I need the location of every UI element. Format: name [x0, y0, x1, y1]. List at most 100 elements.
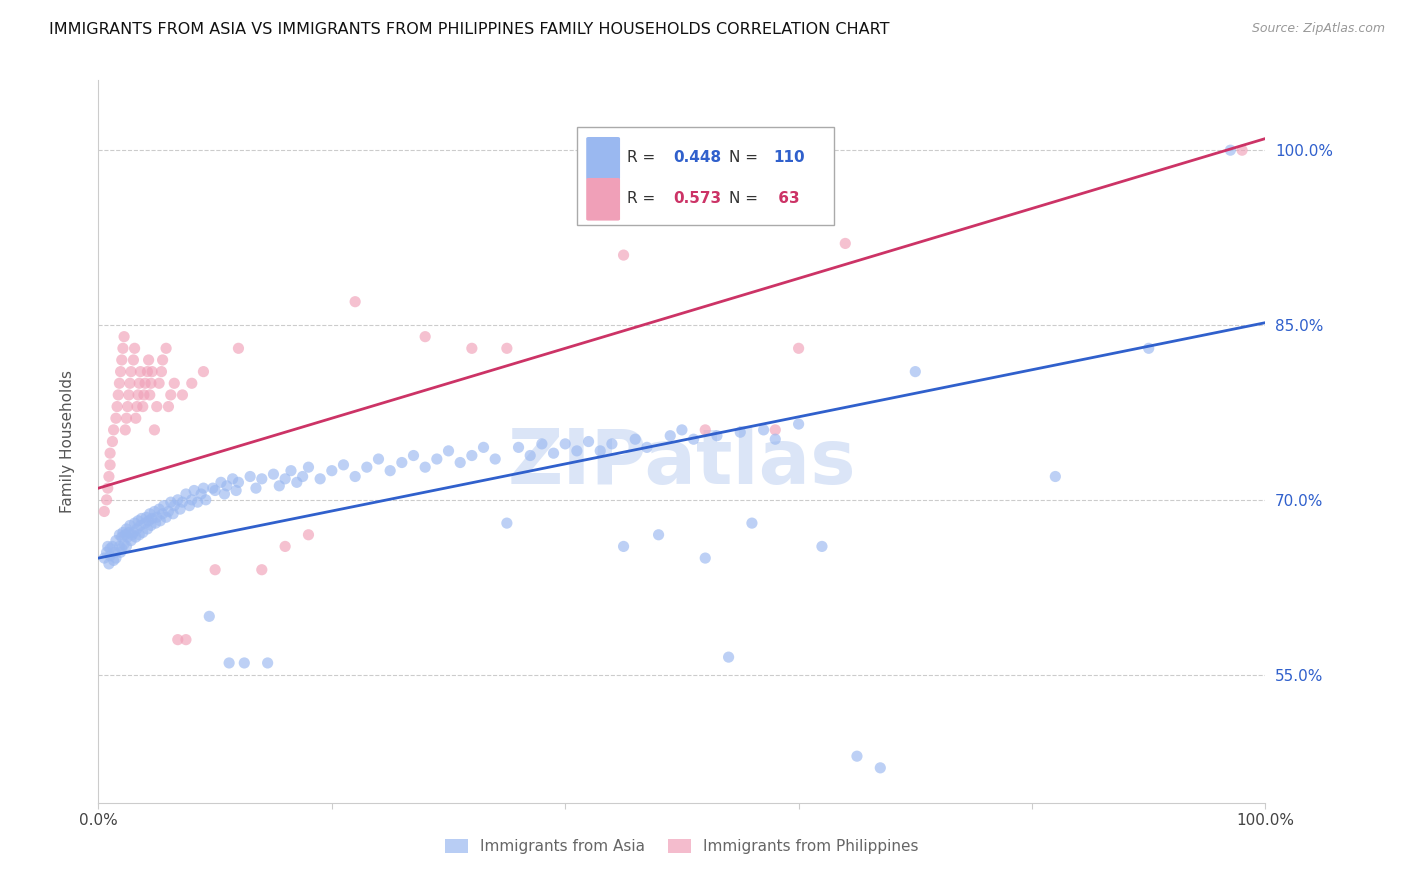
- Point: [187, 495, 209, 509]
- Point: [250, 563, 273, 577]
- Point: [125, 530, 148, 544]
- Point: [97, 481, 120, 495]
- Point: [682, 432, 704, 446]
- Point: [121, 528, 143, 542]
- Point: [101, 434, 124, 449]
- Point: [155, 341, 177, 355]
- Point: [201, 481, 224, 495]
- Point: [183, 483, 205, 498]
- Point: [179, 499, 201, 513]
- Point: [413, 460, 436, 475]
- Point: [96, 492, 118, 507]
- Point: [105, 400, 128, 414]
- Point: [869, 761, 891, 775]
- Point: [695, 423, 717, 437]
- Point: [152, 507, 174, 521]
- Point: [193, 481, 215, 495]
- Point: [496, 516, 519, 530]
- Point: [152, 499, 174, 513]
- Point: [117, 530, 139, 544]
- Point: [125, 400, 148, 414]
- Point: [613, 540, 636, 554]
- Point: [297, 528, 319, 542]
- Point: [172, 495, 194, 509]
- Point: [811, 540, 834, 554]
- Point: [274, 472, 297, 486]
- Point: [125, 411, 148, 425]
- Point: [659, 428, 682, 442]
- Point: [146, 510, 169, 524]
- Point: [120, 365, 142, 379]
- Point: [426, 452, 449, 467]
- Point: [117, 400, 139, 414]
- Point: [194, 492, 217, 507]
- Text: Source: ZipAtlas.com: Source: ZipAtlas.com: [1251, 22, 1385, 36]
- Point: [159, 495, 181, 509]
- Point: [198, 609, 221, 624]
- Point: [449, 456, 471, 470]
- Point: [309, 472, 332, 486]
- Point: [114, 528, 136, 542]
- Point: [139, 376, 162, 391]
- Point: [111, 353, 134, 368]
- Point: [763, 432, 786, 446]
- Point: [104, 411, 127, 425]
- Point: [139, 518, 162, 533]
- Point: [380, 464, 402, 478]
- Text: 110: 110: [773, 150, 804, 165]
- Point: [122, 525, 145, 540]
- Point: [250, 472, 273, 486]
- Point: [138, 514, 160, 528]
- Point: [111, 525, 134, 540]
- Point: [136, 522, 159, 536]
- Point: [218, 656, 240, 670]
- Point: [1137, 341, 1160, 355]
- Text: R =: R =: [627, 191, 661, 206]
- Point: [122, 353, 145, 368]
- Point: [155, 510, 177, 524]
- Point: [613, 248, 636, 262]
- Point: [787, 417, 810, 431]
- Point: [129, 365, 152, 379]
- Point: [111, 530, 134, 544]
- Point: [132, 400, 155, 414]
- Point: [741, 516, 763, 530]
- Point: [344, 294, 367, 309]
- Point: [104, 545, 127, 559]
- Point: [135, 510, 157, 524]
- Point: [97, 469, 120, 483]
- Legend: Immigrants from Asia, Immigrants from Philippines: Immigrants from Asia, Immigrants from Ph…: [439, 833, 925, 860]
- Point: [730, 425, 752, 440]
- Point: [543, 446, 565, 460]
- Point: [245, 481, 267, 495]
- Point: [204, 563, 226, 577]
- Point: [706, 428, 728, 442]
- Point: [157, 400, 180, 414]
- Point: [1219, 143, 1241, 157]
- Point: [519, 449, 541, 463]
- Text: 0.573: 0.573: [673, 191, 721, 206]
- Point: [280, 464, 302, 478]
- Text: ZIPatlas: ZIPatlas: [508, 426, 856, 500]
- Point: [98, 549, 121, 563]
- Point: [129, 518, 152, 533]
- Point: [647, 528, 669, 542]
- Point: [228, 341, 250, 355]
- Point: [262, 467, 284, 482]
- Point: [108, 528, 131, 542]
- Point: [150, 365, 173, 379]
- Point: [163, 499, 186, 513]
- Point: [159, 388, 181, 402]
- Point: [101, 540, 124, 554]
- Point: [600, 437, 623, 451]
- Point: [108, 376, 131, 391]
- Point: [190, 487, 212, 501]
- Point: [136, 365, 159, 379]
- Point: [115, 540, 138, 554]
- Point: [96, 545, 118, 559]
- Point: [127, 388, 149, 402]
- Point: [98, 446, 121, 460]
- Point: [214, 487, 236, 501]
- Point: [152, 353, 174, 368]
- Point: [93, 504, 115, 518]
